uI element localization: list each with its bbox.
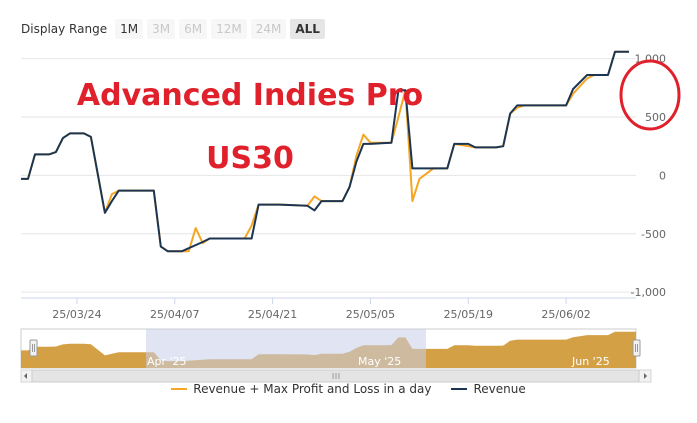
overlay-title-line1: Advanced Indies Pro	[77, 78, 423, 113]
legend-item-revenue[interactable]: Revenue	[451, 382, 526, 396]
legend-label: Revenue	[473, 382, 526, 396]
x-tick-label: 25/03/24	[52, 308, 101, 321]
navigator[interactable]: Apr '25 May '25 Jun '25	[20, 328, 641, 369]
range-button-24m[interactable]: 24M	[250, 19, 287, 39]
legend-swatch	[171, 388, 188, 390]
series-line-revenue[interactable]	[21, 50, 629, 253]
range-button-1m[interactable]: 1M	[115, 19, 144, 39]
range-selector: Display Range 1M 3M 6M 12M 24M ALL	[21, 18, 329, 40]
navigator-label-jun: Jun '25	[571, 355, 610, 368]
grid-lines	[21, 58, 636, 293]
range-button-6m[interactable]: 6M	[179, 19, 208, 39]
series-layer	[21, 50, 629, 253]
x-tick-label: 25/05/19	[444, 308, 493, 321]
legend-item-revenue-max[interactable]: Revenue + Max Profit and Loss in a day	[171, 382, 431, 396]
x-axis: 25/03/24 25/04/07 25/04/21 25/05/05 25/05/19…	[21, 297, 636, 321]
navigator-label-may: May '25	[358, 355, 401, 368]
range-button-all[interactable]: ALL	[290, 19, 325, 39]
overlay-title-line2: US30	[206, 141, 294, 176]
navigator-right-handle[interactable]	[632, 339, 641, 357]
x-tick-label: 25/04/21	[248, 308, 297, 321]
scroll-left-arrow-icon[interactable]	[24, 373, 27, 379]
legend: Revenue + Max Profit and Loss in a day R…	[0, 382, 697, 396]
legend-label: Revenue + Max Profit and Loss in a day	[193, 382, 432, 396]
range-button-12m[interactable]: 12M	[211, 19, 247, 39]
scroll-right-arrow-icon[interactable]	[644, 373, 647, 379]
x-tick-label: 25/05/05	[346, 308, 395, 321]
y-tick-label: 500	[645, 111, 666, 124]
navigator-label-apr: Apr '25	[147, 355, 187, 368]
navigator-left-handle[interactable]	[29, 339, 38, 357]
y-tick-label: 0	[659, 169, 666, 182]
highlight-circle	[619, 59, 681, 131]
y-tick-label: -500	[641, 228, 666, 241]
range-button-3m[interactable]: 3M	[147, 19, 176, 39]
legend-swatch	[451, 388, 468, 390]
navigator-scrollbar[interactable]	[20, 369, 652, 383]
navigator-area	[21, 331, 636, 368]
range-selector-label: Display Range	[21, 22, 108, 36]
x-tick-label: 25/04/07	[150, 308, 199, 321]
x-tick-label: 25/06/02	[541, 308, 590, 321]
navigator-mask	[146, 329, 426, 368]
y-tick-label: -1,000	[631, 286, 666, 299]
